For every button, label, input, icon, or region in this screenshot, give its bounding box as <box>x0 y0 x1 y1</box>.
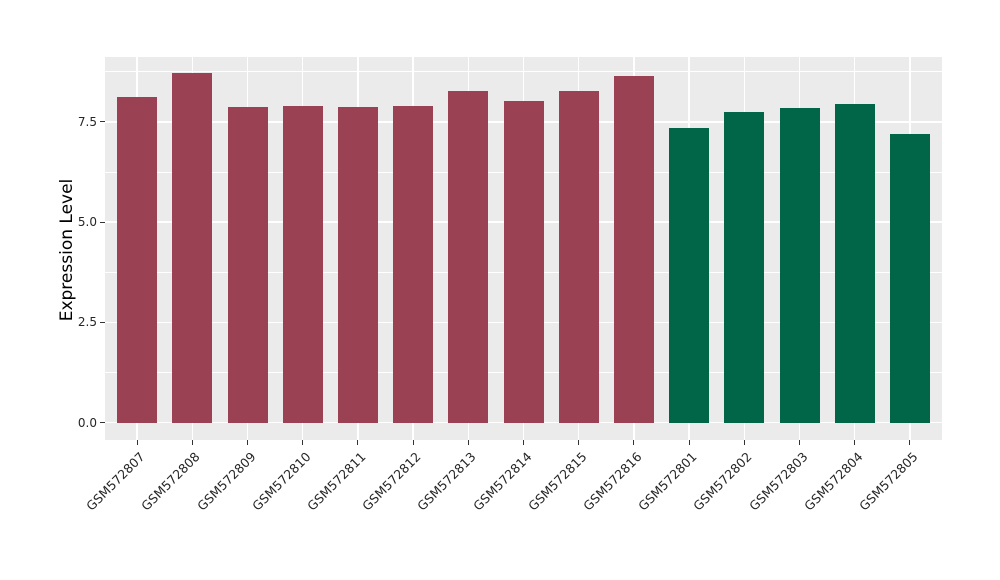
y-tick <box>100 121 105 123</box>
bar <box>779 107 820 423</box>
y-tick <box>100 221 105 223</box>
y-tick-label: 5.0 <box>77 215 97 230</box>
x-tick <box>799 440 800 445</box>
bar <box>337 106 378 423</box>
x-tick <box>247 440 248 445</box>
x-tick <box>854 440 856 445</box>
bar <box>669 127 710 423</box>
y-tick-label: 0.0 <box>77 415 97 430</box>
bar <box>227 106 268 423</box>
x-tick <box>357 440 359 445</box>
y-tick-label: 7.5 <box>77 114 97 129</box>
x-tick <box>743 440 745 445</box>
y-tick <box>100 321 105 323</box>
x-tick <box>578 440 580 445</box>
y-axis-title: Expression Level <box>57 178 77 322</box>
bar <box>172 73 213 423</box>
x-tick <box>467 440 469 445</box>
bar <box>448 91 489 423</box>
x-tick <box>523 440 524 445</box>
y-tick-label: 2.5 <box>77 315 97 330</box>
x-tick-label: GSM572807 <box>83 449 148 514</box>
bar <box>889 133 930 423</box>
y-tick <box>100 422 105 424</box>
bar <box>393 106 434 423</box>
x-tick <box>191 440 193 445</box>
bar <box>282 105 323 423</box>
x-tick <box>633 440 635 445</box>
bar <box>117 96 158 423</box>
x-tick <box>302 440 304 445</box>
x-tick <box>688 440 690 445</box>
bar <box>558 90 599 423</box>
bar <box>613 76 654 423</box>
x-tick <box>412 440 414 445</box>
bar <box>834 103 875 423</box>
x-tick <box>909 440 911 445</box>
bar <box>724 111 765 423</box>
bar <box>503 101 544 423</box>
plot-panel <box>105 57 942 440</box>
x-tick <box>136 440 138 445</box>
